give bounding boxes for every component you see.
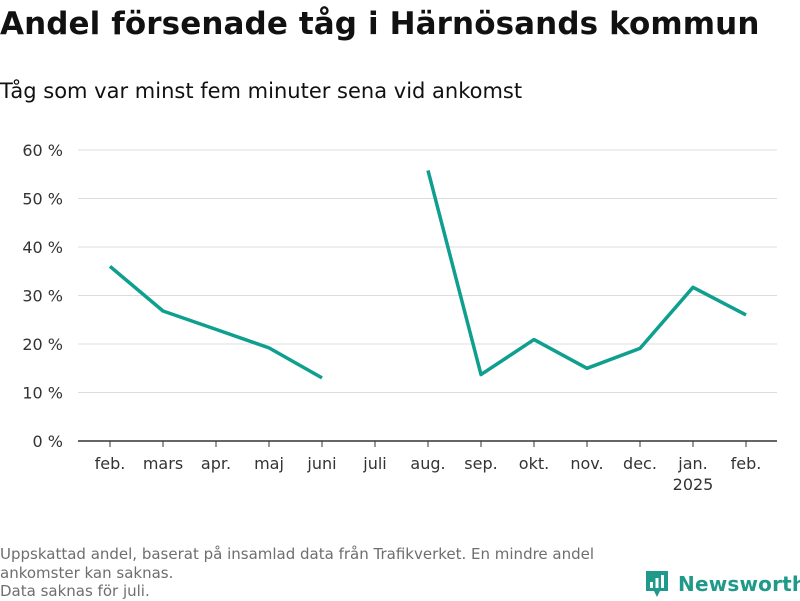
x-tick-label: juni — [306, 454, 336, 473]
gridlines — [78, 149, 777, 393]
y-tick-label: 20 % — [22, 335, 63, 354]
series-lines — [108, 169, 747, 380]
chart-subtitle: Tåg som var minst fem minuter sena vid a… — [0, 79, 523, 103]
x-tick-label: feb. — [731, 454, 762, 473]
chart-title: Andel försenade tåg i Härnösands kommun — [0, 6, 760, 42]
x-tick-label: nov. — [570, 454, 603, 473]
y-axis-labels: 0 % 10 % 20 % 30 % 40 % 50 % 60 % — [22, 141, 63, 451]
y-tick-label: 0 % — [33, 432, 63, 451]
series-line — [426, 169, 747, 377]
x-tick-label: apr. — [201, 454, 231, 473]
x-tick-label: maj — [254, 454, 284, 473]
x-tick-label: mars — [143, 454, 183, 473]
brand-logo: Newsworthy — [644, 569, 800, 599]
y-tick-label: 40 % — [22, 238, 63, 257]
x-tick-sublabel: 2025 — [673, 475, 714, 494]
footer-note-line: Data saknas för juli. — [0, 582, 150, 600]
y-tick-label: 60 % — [22, 141, 63, 160]
y-tick-label: 30 % — [22, 287, 63, 306]
x-tick-label: okt. — [519, 454, 549, 473]
x-tick-label: dec. — [623, 454, 657, 473]
footer-note-line: Uppskattad andel, baserat på insamlad da… — [0, 545, 595, 563]
newsworthy-logo-icon — [646, 571, 668, 597]
x-tick-label: jan. — [677, 454, 707, 473]
brand-name: Newsworthy — [678, 572, 800, 596]
series-line — [108, 265, 323, 380]
x-tick-label: feb. — [95, 454, 126, 473]
footer-note-line: ankomster kan saknas. — [0, 563, 174, 582]
y-tick-label: 10 % — [22, 384, 63, 403]
footer-note: Uppskattad andel, baserat på insamlad da… — [0, 545, 640, 601]
y-tick-label: 50 % — [22, 190, 63, 209]
x-tick-label: juli — [362, 454, 386, 473]
x-tick-label: aug. — [410, 454, 445, 473]
x-tick-label: sep. — [464, 454, 497, 473]
x-axis: feb. mars apr. maj juni juli aug. sep. okt. nov. d… — [78, 440, 777, 494]
